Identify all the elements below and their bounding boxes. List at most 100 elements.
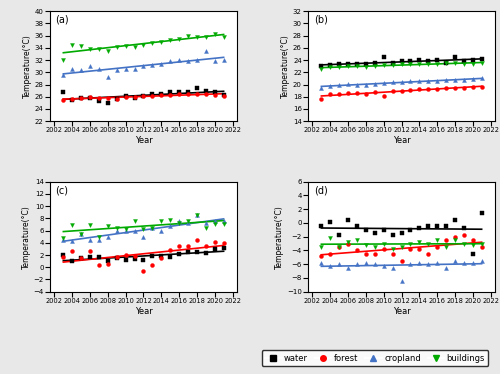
Point bbox=[380, 246, 388, 252]
Point bbox=[148, 253, 156, 259]
Point bbox=[122, 43, 130, 49]
Point bbox=[95, 46, 103, 52]
Point bbox=[371, 251, 379, 257]
Point bbox=[380, 263, 388, 269]
Point bbox=[86, 94, 94, 100]
Point bbox=[326, 91, 334, 97]
Point bbox=[60, 89, 68, 95]
Text: (a): (a) bbox=[56, 15, 69, 25]
Point bbox=[130, 94, 138, 100]
Point bbox=[416, 239, 424, 245]
Point bbox=[202, 243, 210, 249]
Point bbox=[158, 218, 166, 224]
Point bbox=[60, 73, 68, 79]
Point bbox=[388, 79, 396, 85]
Point bbox=[353, 82, 361, 88]
Point bbox=[362, 227, 370, 233]
Point bbox=[388, 251, 396, 257]
Point bbox=[335, 261, 343, 267]
Point bbox=[113, 224, 121, 230]
Point bbox=[193, 34, 201, 40]
Point bbox=[175, 218, 183, 224]
Point bbox=[60, 235, 68, 241]
Point bbox=[362, 251, 370, 257]
Point bbox=[193, 212, 201, 218]
Point bbox=[416, 226, 424, 232]
Point bbox=[113, 254, 121, 260]
Point bbox=[406, 227, 414, 233]
Point bbox=[406, 246, 414, 252]
Point bbox=[380, 240, 388, 246]
Point bbox=[460, 260, 468, 266]
Point bbox=[362, 64, 370, 70]
Point bbox=[335, 82, 343, 88]
Point bbox=[460, 61, 468, 67]
Point bbox=[468, 61, 476, 67]
Point bbox=[202, 91, 210, 97]
Point bbox=[362, 242, 370, 248]
Point bbox=[398, 258, 406, 264]
Point bbox=[113, 44, 121, 50]
Point bbox=[353, 63, 361, 69]
Point bbox=[433, 244, 441, 250]
Point bbox=[104, 261, 112, 267]
Point bbox=[202, 224, 210, 230]
Point bbox=[335, 232, 343, 238]
Point bbox=[451, 217, 459, 223]
Point bbox=[478, 240, 486, 246]
Point bbox=[175, 89, 183, 95]
Point bbox=[416, 79, 424, 85]
Point bbox=[95, 66, 103, 72]
Point bbox=[60, 237, 68, 243]
Point bbox=[433, 78, 441, 84]
Text: (c): (c) bbox=[56, 185, 68, 195]
Point bbox=[68, 248, 76, 254]
Point bbox=[220, 218, 228, 224]
Point bbox=[460, 226, 468, 232]
Point bbox=[202, 88, 210, 94]
Point bbox=[344, 61, 352, 67]
X-axis label: Year: Year bbox=[392, 136, 410, 145]
Point bbox=[353, 61, 361, 67]
Point bbox=[468, 251, 476, 257]
Point bbox=[326, 83, 334, 89]
Point bbox=[442, 60, 450, 66]
Point bbox=[95, 237, 103, 243]
Point bbox=[193, 91, 201, 97]
Point bbox=[442, 265, 450, 271]
Point bbox=[220, 92, 228, 98]
Point bbox=[460, 85, 468, 91]
Point bbox=[398, 88, 406, 94]
Point bbox=[388, 59, 396, 65]
Point bbox=[184, 33, 192, 39]
Point bbox=[210, 89, 218, 95]
Point bbox=[220, 240, 228, 246]
Point bbox=[113, 255, 121, 261]
Point bbox=[344, 240, 352, 246]
Point bbox=[158, 255, 166, 261]
Point bbox=[148, 224, 156, 230]
Point bbox=[380, 54, 388, 60]
Point bbox=[166, 223, 174, 229]
Point bbox=[122, 66, 130, 72]
Point bbox=[442, 244, 450, 250]
Point bbox=[406, 261, 414, 267]
Point bbox=[184, 89, 192, 95]
Point bbox=[140, 226, 147, 232]
Y-axis label: Temperature(°C): Temperature(°C) bbox=[281, 34, 290, 98]
Point bbox=[318, 63, 326, 69]
Point bbox=[220, 57, 228, 63]
Point bbox=[460, 58, 468, 64]
Point bbox=[220, 221, 228, 227]
Point bbox=[86, 248, 94, 254]
Text: (b): (b) bbox=[314, 15, 328, 25]
Point bbox=[122, 228, 130, 234]
Point bbox=[398, 244, 406, 250]
Point bbox=[451, 54, 459, 60]
Point bbox=[175, 243, 183, 249]
Point bbox=[86, 95, 94, 101]
Point bbox=[113, 96, 121, 102]
Point bbox=[406, 79, 414, 85]
Point bbox=[344, 63, 352, 69]
Point bbox=[68, 258, 76, 264]
